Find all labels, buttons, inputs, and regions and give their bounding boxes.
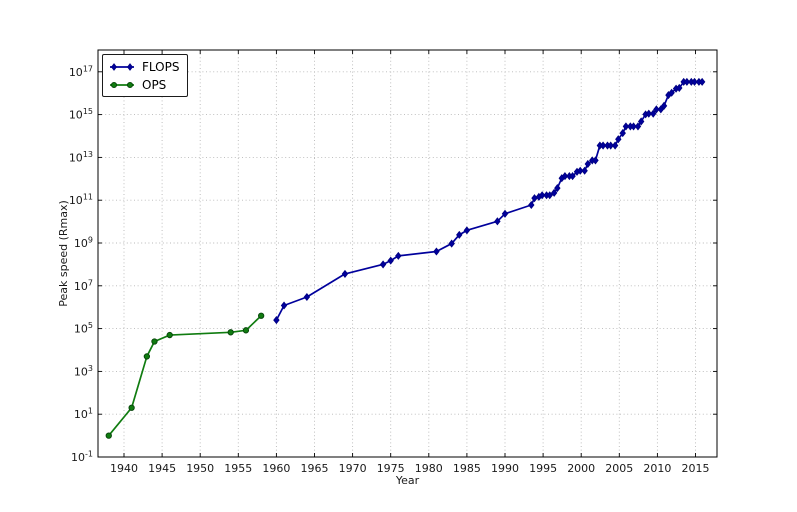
svg-text:1995: 1995 bbox=[529, 462, 557, 475]
svg-text:1990: 1990 bbox=[491, 462, 519, 475]
svg-text:1975: 1975 bbox=[377, 462, 405, 475]
flops-line-sample bbox=[110, 62, 134, 71]
svg-text:2005: 2005 bbox=[605, 462, 633, 475]
svg-text:109: 109 bbox=[74, 236, 93, 251]
y-tick-labels: 10-1 101 103 105 107 109 1011 1013 1015 1017 bbox=[69, 64, 93, 464]
svg-text:1017: 1017 bbox=[69, 64, 93, 79]
svg-text:1980: 1980 bbox=[415, 462, 443, 475]
svg-text:101: 101 bbox=[74, 407, 93, 422]
legend-label-flops: FLOPS bbox=[142, 59, 180, 74]
svg-text:2000: 2000 bbox=[567, 462, 595, 475]
svg-text:1970: 1970 bbox=[339, 462, 367, 475]
svg-text:2015: 2015 bbox=[682, 462, 710, 475]
x-axis-label: Year bbox=[395, 474, 420, 487]
svg-text:10-1: 10-1 bbox=[71, 450, 93, 465]
svg-text:107: 107 bbox=[74, 278, 93, 293]
svg-text:1965: 1965 bbox=[301, 462, 329, 475]
plot-border bbox=[97, 49, 718, 458]
series-flops bbox=[273, 77, 706, 325]
legend-label-ops: OPS bbox=[142, 77, 167, 92]
svg-text:1013: 1013 bbox=[69, 150, 93, 165]
axis-ticks bbox=[98, 50, 717, 458]
svg-text:2010: 2010 bbox=[643, 462, 671, 475]
ops-line-sample bbox=[110, 81, 134, 88]
series-ops bbox=[105, 312, 265, 439]
legend: FLOPS OPS bbox=[102, 54, 189, 97]
x-tick-labels: 1940 1945 1950 1955 1960 1965 1970 1975 1980 1985… bbox=[110, 462, 710, 475]
legend-item-flops: FLOPS bbox=[109, 59, 179, 74]
svg-text:1985: 1985 bbox=[453, 462, 481, 475]
svg-text:1955: 1955 bbox=[224, 462, 252, 475]
svg-text:105: 105 bbox=[74, 321, 93, 336]
gridlines bbox=[98, 50, 717, 457]
svg-text:103: 103 bbox=[74, 364, 93, 379]
legend-item-ops: OPS bbox=[109, 77, 179, 92]
svg-text:1940: 1940 bbox=[110, 462, 138, 475]
svg-text:1015: 1015 bbox=[69, 107, 93, 122]
svg-text:1960: 1960 bbox=[262, 462, 290, 475]
y-axis-label: Peak speed (Rmax) bbox=[57, 200, 70, 307]
svg-text:1945: 1945 bbox=[148, 462, 176, 475]
svg-text:1011: 1011 bbox=[69, 193, 93, 208]
svg-text:1950: 1950 bbox=[186, 462, 214, 475]
